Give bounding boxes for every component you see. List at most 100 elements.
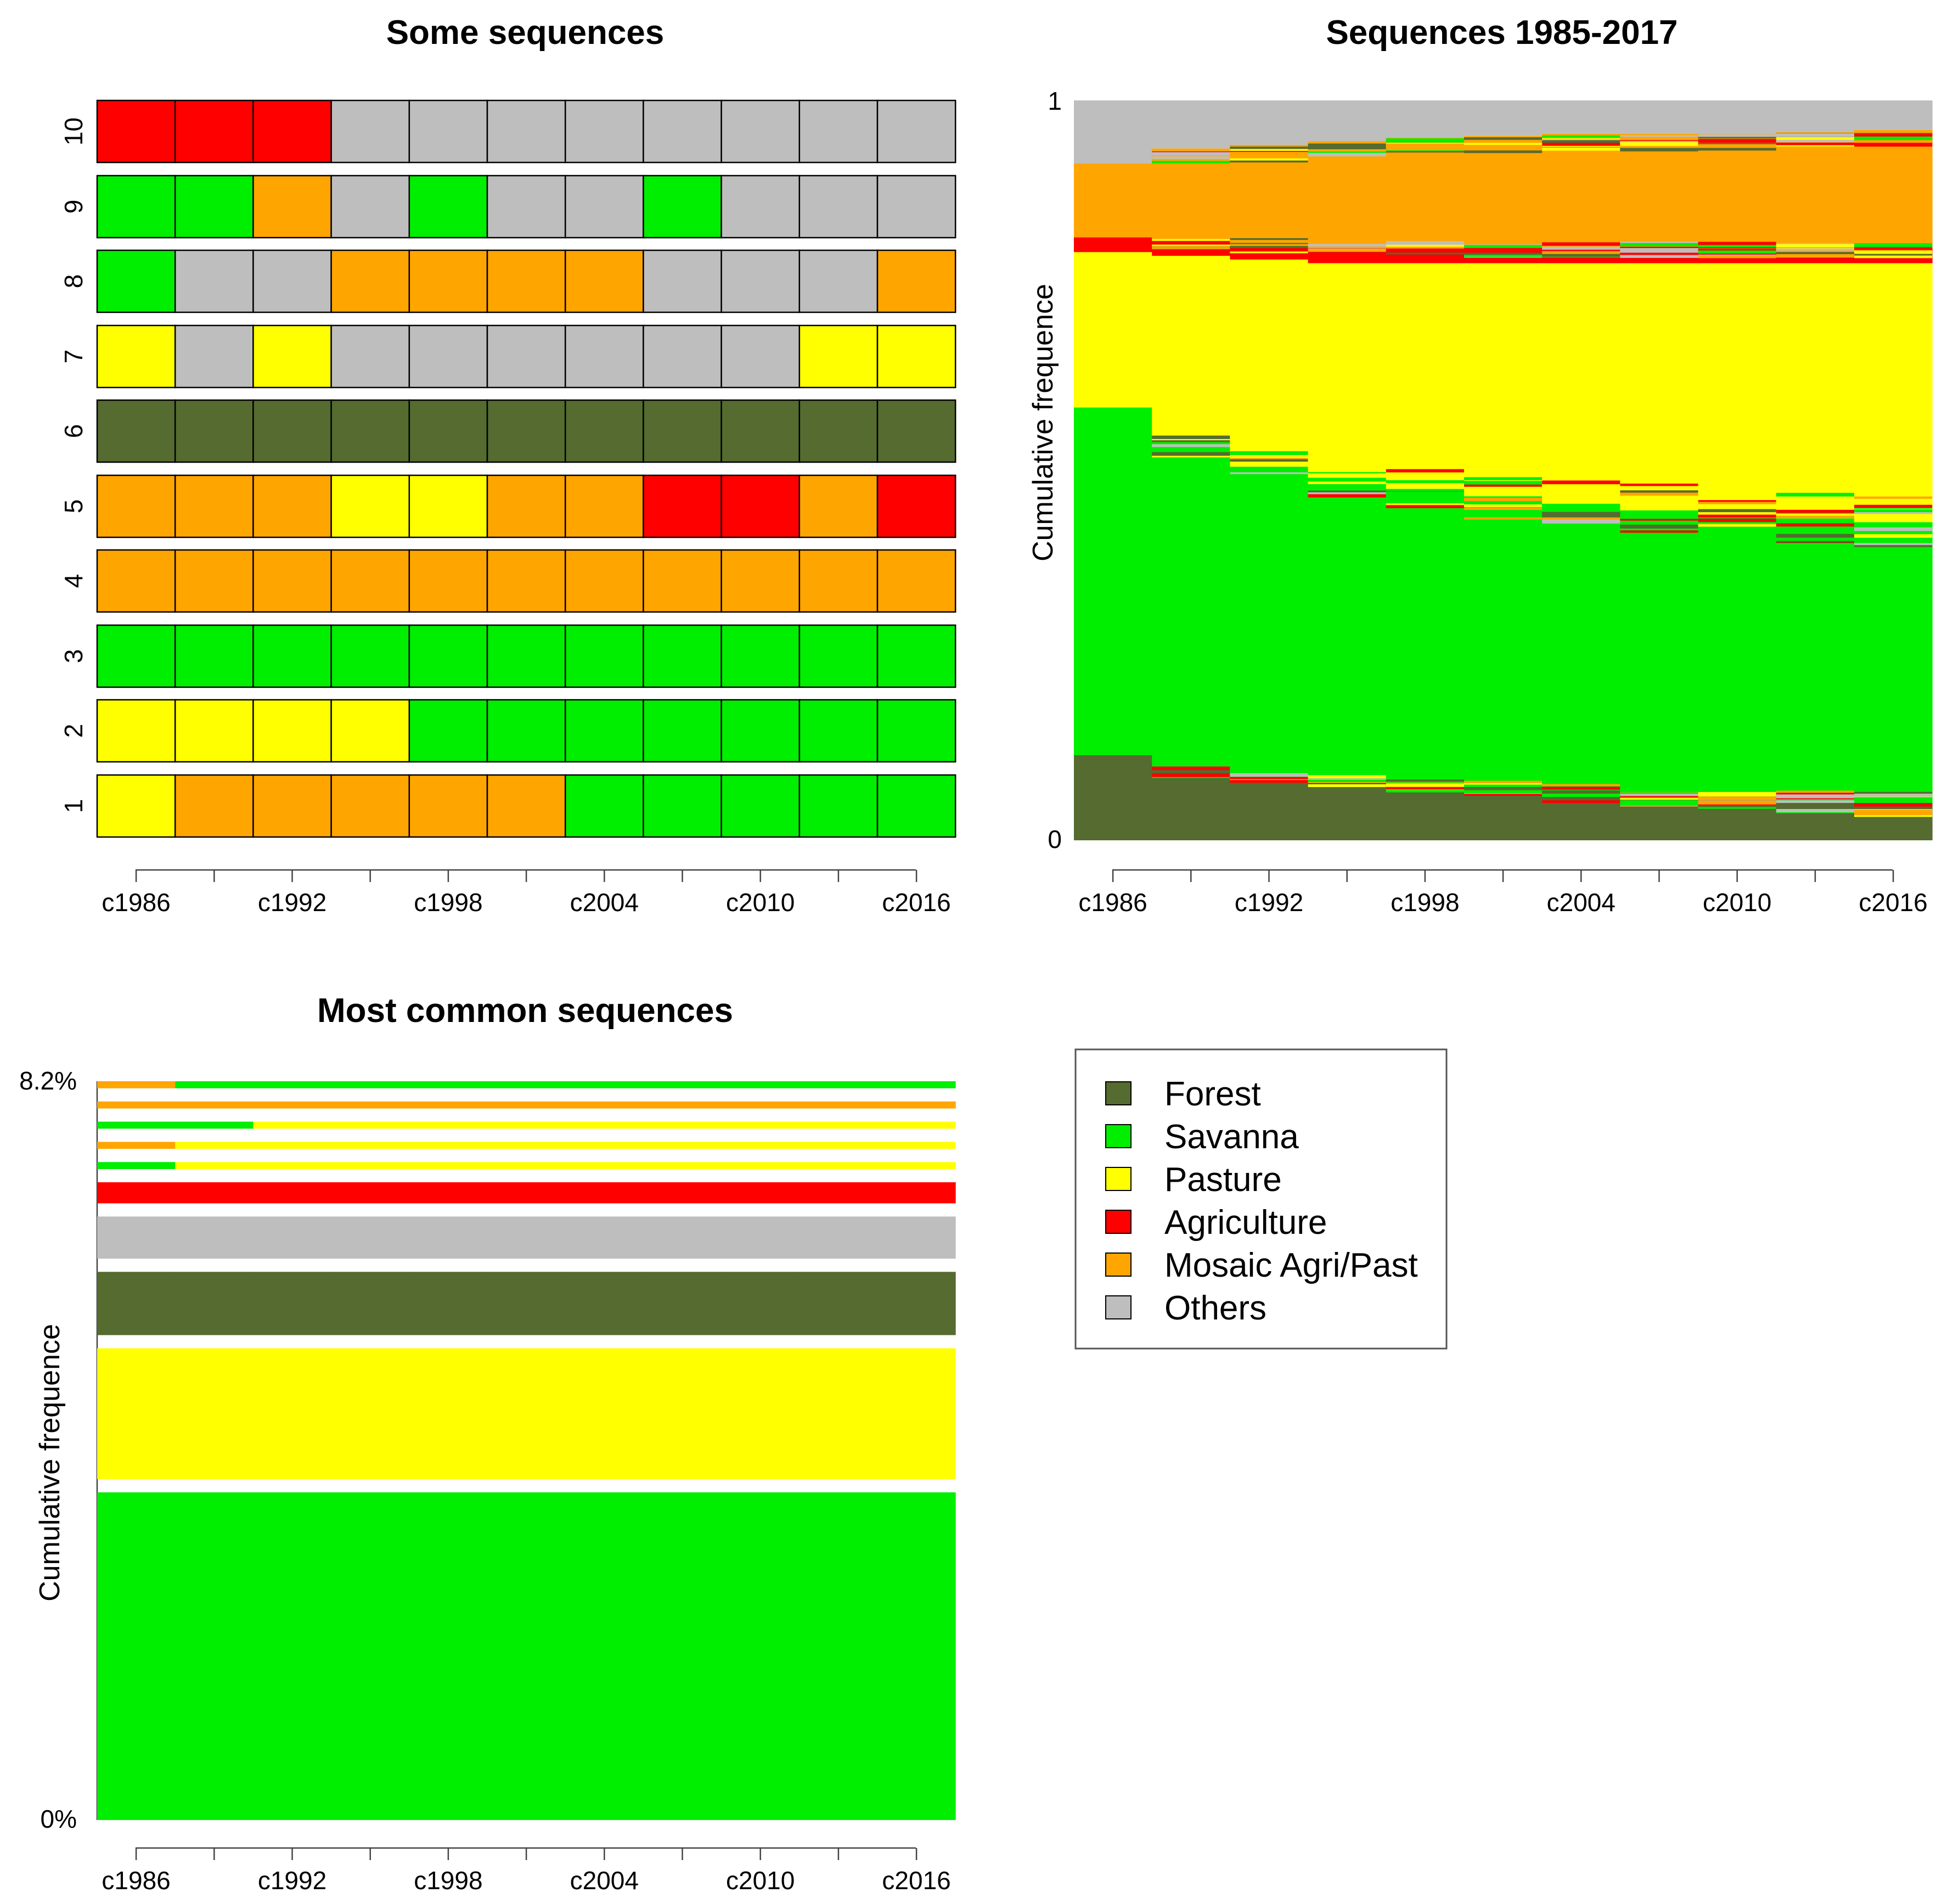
common-seq-1-segment [253,1492,332,1820]
common-seq-8-segment [409,1121,488,1129]
mixed-strip [1776,252,1854,256]
common-seq-8-segment [175,1121,254,1129]
mixed-strip [1308,484,1386,487]
seq-9-cell [408,175,488,239]
mixed-strip [1854,504,1933,508]
mixed-strip [1776,794,1854,799]
seq-5-cell [486,474,566,538]
common-seq-4-segment [643,1216,722,1259]
legend-label-others: Others [1164,1289,1266,1327]
mixed-strip [1620,526,1698,529]
band-mosaic-agri-past [1308,141,1387,249]
mixed-strip [1152,152,1230,156]
mixed-strip [1854,143,1933,147]
common-seq-9-segment [799,1101,878,1109]
common-seq-9-segment [97,1101,176,1109]
common-seq-3-segment [877,1272,956,1335]
mixed-strip [1464,254,1543,257]
mixed-strip [1776,811,1854,813]
mixed-strip [1464,486,1543,488]
p3-x-tick-label: c1992 [258,1866,327,1895]
row-label: 4 [59,574,88,588]
common-seq-3-segment [253,1272,332,1335]
p2-y-axis-label: Cumulative frequence [1027,284,1059,561]
mixed-strip [1308,241,1386,244]
mixed-strip [1620,141,1698,143]
mixed-strip [1698,493,1776,497]
seq-4-cell [643,549,722,613]
legend-label-forest: Forest [1164,1075,1261,1113]
common-seq-10-segment [331,1081,410,1088]
common-seq-8-segment [253,1121,332,1129]
seq-2-cell [486,699,566,763]
band-forest [1074,755,1152,840]
common-seq-2-segment [565,1348,644,1479]
seq-9-cell [564,175,644,239]
mixed-strip [1776,523,1854,527]
common-seq-7-segment [487,1142,566,1149]
mixed-strip [1854,247,1933,250]
mixed-strip [1308,775,1386,777]
mixed-strip [1698,509,1776,513]
seq-8-cell [330,249,410,313]
seq-7-cell [720,324,801,389]
seq-1-cell [96,774,176,838]
mixed-strip [1230,238,1308,240]
mixed-strip [1386,489,1464,491]
seq-5-cell [643,474,722,538]
band-others [1854,100,1933,130]
band-others [1074,100,1152,164]
mixed-strip [1386,783,1464,787]
mixed-strip [1542,140,1620,143]
common-seq-2-segment [175,1348,254,1479]
mixed-strip [1854,803,1933,807]
band-savanna [1152,441,1230,770]
seq-4-cell [720,549,801,613]
mixed-strip [1854,509,1933,514]
seq-10-cell [876,99,956,164]
common-seq-10-segment [721,1081,800,1088]
legend-label-mosaic-agri-past: Mosaic Agri/Past [1164,1246,1418,1284]
band-agriculture [1074,237,1152,252]
mixed-strip [1854,813,1933,817]
mixed-strip [1854,810,1933,812]
p3-x-tick-label: c1986 [102,1866,170,1895]
seq-4-cell [564,549,644,613]
seq-1-cell [643,774,722,838]
mixed-strip [1386,480,1464,484]
seq-5-cell [564,474,644,538]
seq-1-cell [564,774,644,838]
common-seq-6-segment [877,1162,956,1170]
common-seq-7-segment [409,1142,488,1149]
title-sequences-1985-2017: Sequences 1985-2017 [1326,14,1678,52]
band-others [1386,100,1465,138]
mixed-strip [1854,507,1933,509]
seq-5-cell [330,474,410,538]
band-savanna [1308,478,1387,782]
mixed-strip [1464,515,1543,520]
seq-1-cell [798,774,879,838]
mixed-strip [1698,241,1776,245]
p1-x-tick-label: c1986 [102,888,170,917]
band-forest [1854,803,1933,840]
seq-9-cell [330,175,410,239]
common-seq-4-segment [97,1216,176,1259]
seq-6-cell [720,399,801,463]
mixed-strip [1230,778,1308,781]
mixed-strip [1386,503,1464,506]
seq-2-cell [330,699,410,763]
mixed-strip [1230,780,1308,783]
mixed-strip [1152,156,1230,159]
mixed-strip [1230,147,1308,150]
legend-swatch-agriculture [1105,1210,1132,1234]
mixed-strip [1464,245,1543,247]
mixed-strip [1620,490,1698,493]
seq-6-cell [252,399,332,463]
band-others [1152,100,1230,149]
mixed-strip [1152,239,1230,241]
common-seq-4-segment [721,1216,800,1259]
common-seq-8-segment [565,1121,644,1129]
mixed-strip [1308,472,1386,474]
mixed-strip [1776,254,1854,258]
seq-3-cell [96,624,176,688]
